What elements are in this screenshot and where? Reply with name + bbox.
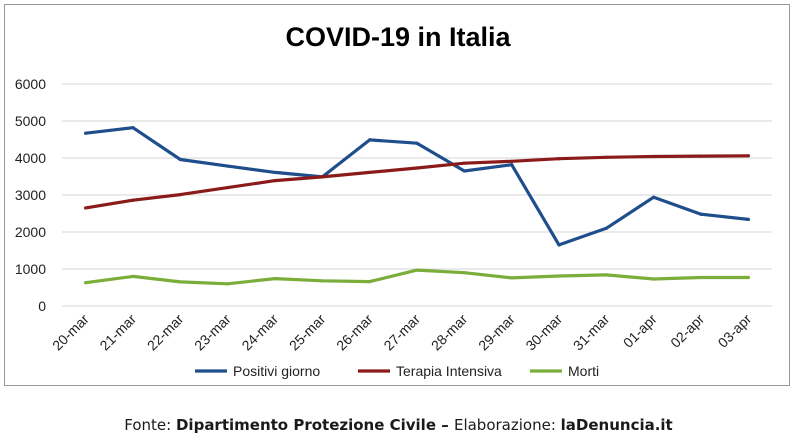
- data-point: [178, 280, 182, 284]
- data-point: [226, 164, 230, 168]
- data-point: [415, 141, 419, 145]
- data-point: [699, 275, 703, 280]
- data-point: [604, 226, 608, 230]
- y-tick-label: 0: [38, 298, 46, 314]
- data-point: [652, 277, 656, 281]
- data-point: [178, 157, 182, 162]
- legend-label: Morti: [568, 363, 599, 379]
- x-tick-label: 20-mar: [49, 311, 92, 354]
- data-point: [273, 170, 277, 175]
- data-point: [84, 206, 88, 210]
- data-point: [415, 166, 419, 170]
- data-point: [557, 243, 561, 247]
- legend-label: Positivi giorno: [233, 363, 320, 379]
- x-tick-label: 24-mar: [238, 311, 281, 354]
- y-tick-label: 5000: [15, 113, 46, 129]
- x-tick-label: 26-mar: [333, 311, 376, 354]
- data-point: [131, 274, 135, 278]
- data-point: [84, 131, 88, 135]
- x-tick-label: 23-mar: [191, 311, 234, 354]
- legend-label: Terapia Intensiva: [396, 363, 502, 379]
- x-tick-label: 31-mar: [570, 311, 613, 354]
- source-footer: Fonte: Dipartimento Protezione Civile – …: [0, 416, 797, 434]
- data-point: [462, 169, 466, 173]
- data-point: [368, 279, 372, 284]
- data-point: [557, 274, 561, 278]
- series-line-2: [84, 268, 750, 286]
- data-point: [368, 138, 372, 142]
- data-point: [131, 126, 135, 130]
- data-point: [604, 273, 608, 277]
- data-point: [84, 281, 88, 285]
- x-tick-label: 01-apr: [620, 311, 660, 351]
- data-point: [604, 155, 608, 159]
- y-tick-label: 3000: [15, 187, 46, 203]
- data-point: [226, 282, 230, 286]
- data-point: [557, 157, 561, 161]
- y-tick-label: 6000: [15, 76, 46, 92]
- data-point: [699, 212, 703, 216]
- footer-prefix: Fonte:: [124, 416, 176, 434]
- data-point: [415, 268, 419, 272]
- data-point: [746, 217, 750, 222]
- data-point: [320, 279, 324, 283]
- footer-credit-label: Elaborazione:: [453, 416, 561, 434]
- x-tick-label: 30-mar: [522, 311, 565, 354]
- data-point: [746, 275, 750, 280]
- footer-source: Dipartimento Protezione Civile: [175, 416, 437, 434]
- data-point: [320, 175, 324, 179]
- x-tick-label: 27-mar: [380, 311, 423, 354]
- data-point: [273, 277, 277, 281]
- data-point: [652, 154, 656, 159]
- data-point: [462, 271, 466, 275]
- footer-credit: laDenuncia.it: [560, 416, 673, 434]
- data-point: [699, 154, 703, 158]
- x-tick-label: 21-mar: [96, 311, 139, 354]
- data-point: [510, 276, 514, 280]
- y-tick-label: 2000: [15, 224, 46, 240]
- data-point: [510, 159, 514, 163]
- series-line-0: [84, 126, 750, 247]
- data-point: [462, 161, 466, 165]
- chart-title: COVID-19 in Italia: [285, 22, 511, 52]
- footer-separator: –: [436, 416, 454, 434]
- x-tick-label: 29-mar: [475, 311, 518, 354]
- data-point: [652, 195, 656, 199]
- data-point: [131, 198, 135, 202]
- x-tick-label: 28-mar: [428, 311, 471, 354]
- data-point: [746, 154, 750, 158]
- y-tick-label: 4000: [15, 150, 46, 166]
- data-point: [368, 170, 372, 175]
- line-chart: COVID-19 in Italia 0 1000 2000 3000 4000 5000…: [15, 22, 772, 379]
- x-tick-label: 25-mar: [286, 311, 329, 354]
- x-tick-label: 02-apr: [667, 311, 707, 351]
- data-point: [273, 178, 277, 183]
- y-tick-label: 1000: [15, 261, 46, 277]
- data-point: [510, 163, 514, 167]
- data-point: [226, 186, 230, 190]
- data-point: [178, 193, 182, 197]
- x-tick-label: 03-apr: [715, 311, 755, 351]
- x-tick-label: 22-mar: [144, 311, 187, 354]
